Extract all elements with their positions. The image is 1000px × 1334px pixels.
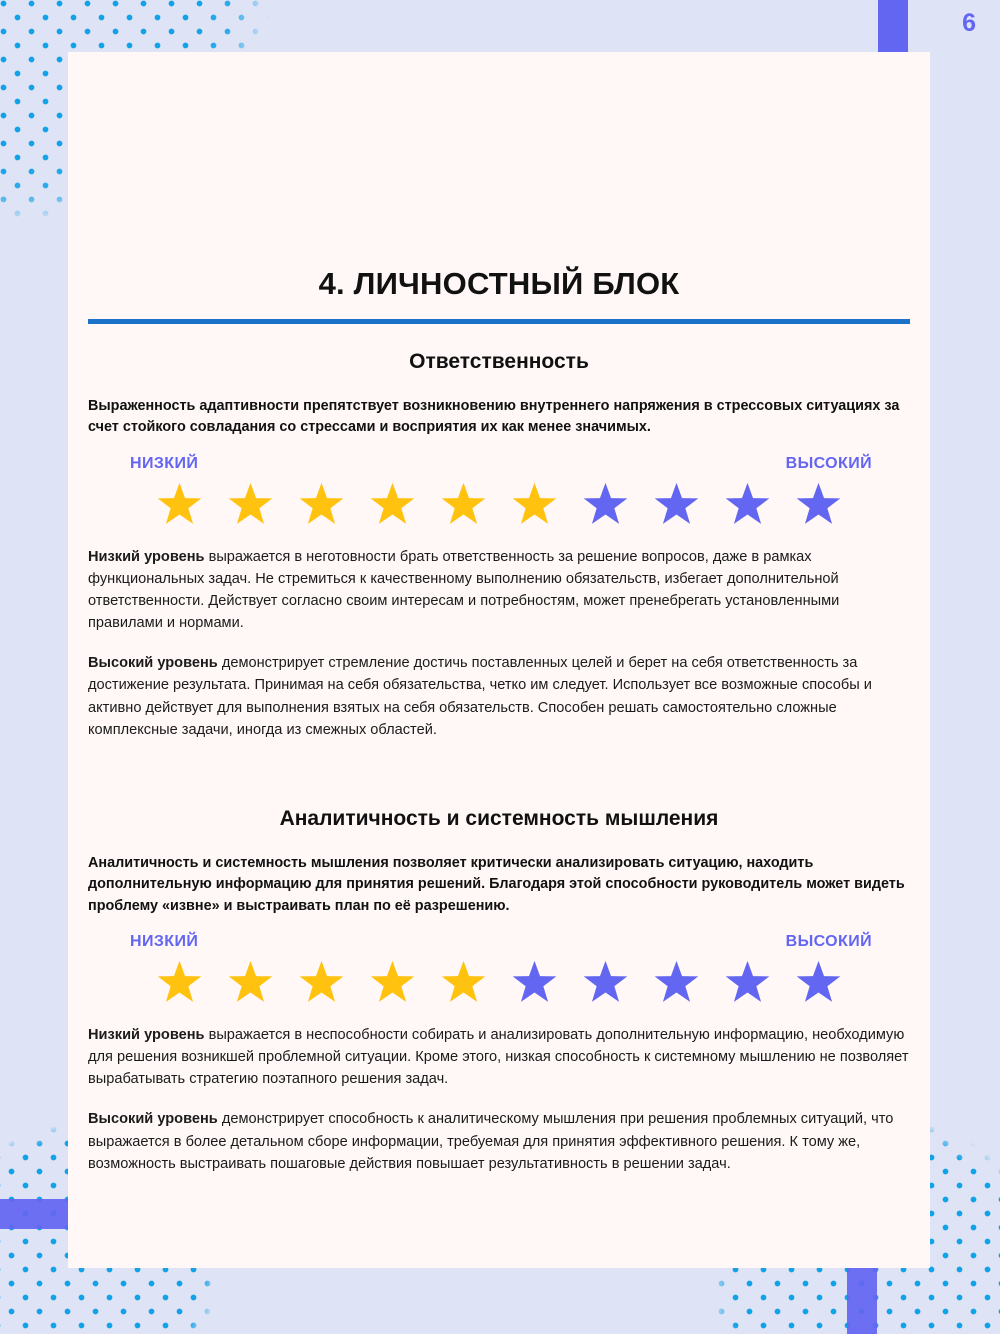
star-filled-icon (370, 482, 415, 524)
star-filled-icon (299, 482, 344, 524)
star-rating-row (88, 481, 910, 528)
page-number: 6 (962, 9, 976, 37)
star-empty-icon (583, 960, 628, 1002)
scale-labels: НИЗКИЙ ВЫСОКИЙ (88, 455, 910, 473)
rating-scale: НИЗКИЙ ВЫСОКИЙ (88, 455, 910, 528)
star-filled-icon (441, 960, 486, 1002)
scale-label-low: НИЗКИЙ (130, 932, 199, 950)
low-level-paragraph: Низкий уровень выражается в неготовности… (88, 546, 910, 635)
low-level-text: выражается в неспособности собирать и ан… (88, 1026, 909, 1088)
star-empty-icon (654, 482, 699, 524)
high-level-paragraph: Высокий уровень демонстрирует способност… (88, 1108, 910, 1175)
star-rating-row (88, 959, 910, 1006)
page-panel (68, 52, 930, 1268)
star-empty-icon (796, 960, 841, 1002)
section-intro: Аналитичность и системность мышления поз… (88, 855, 905, 914)
section-heading: Ответственность (409, 350, 589, 373)
section-responsibility: Ответственность Выраженность адаптивност… (88, 350, 910, 741)
star-empty-icon (725, 960, 770, 1002)
low-level-label: Низкий уровень (88, 1026, 205, 1043)
rating-scale: НИЗКИЙ ВЫСОКИЙ (88, 933, 910, 1006)
section-heading: Аналитичность и системность мышления (279, 807, 719, 830)
high-level-label: Высокий уровень (88, 1111, 218, 1128)
star-empty-icon (583, 482, 628, 524)
star-filled-icon (228, 960, 273, 1002)
page-content: 4. ЛИЧНОСТНЫЙ БЛОК Ответственность Выраж… (68, 52, 930, 1175)
section-intro: Выраженность адаптивности препятствует в… (88, 398, 900, 436)
star-filled-icon (299, 960, 344, 1002)
star-empty-icon (512, 960, 557, 1002)
page-title: 4. ЛИЧНОСТНЫЙ БЛОК (318, 266, 680, 301)
high-level-label: Высокий уровень (88, 655, 218, 672)
star-empty-icon (654, 960, 699, 1002)
high-level-text: демонстрирует стремление достичь поставл… (88, 655, 872, 738)
star-empty-icon (796, 482, 841, 524)
star-empty-icon (725, 482, 770, 524)
low-level-paragraph: Низкий уровень выражается в неспособност… (88, 1024, 910, 1091)
low-level-label: Низкий уровень (88, 548, 205, 565)
section-analytical-thinking: Аналитичность и системность мышления Ана… (88, 807, 910, 1175)
high-level-text: демонстрирует способность к аналитическо… (88, 1111, 894, 1172)
low-level-text: выражается в неготовности брать ответств… (88, 548, 840, 632)
star-filled-icon (228, 482, 273, 524)
star-filled-icon (157, 960, 202, 1002)
scale-label-high: ВЫСОКИЙ (785, 454, 872, 472)
scale-label-low: НИЗКИЙ (130, 454, 199, 472)
scale-label-high: ВЫСОКИЙ (785, 932, 872, 950)
star-filled-icon (441, 482, 486, 524)
star-filled-icon (370, 960, 415, 1002)
star-filled-icon (157, 482, 202, 524)
scale-labels: НИЗКИЙ ВЫСОКИЙ (88, 933, 910, 951)
high-level-paragraph: Высокий уровень демонстрирует стремление… (88, 652, 910, 741)
star-filled-icon (512, 482, 557, 524)
title-divider (88, 319, 910, 324)
